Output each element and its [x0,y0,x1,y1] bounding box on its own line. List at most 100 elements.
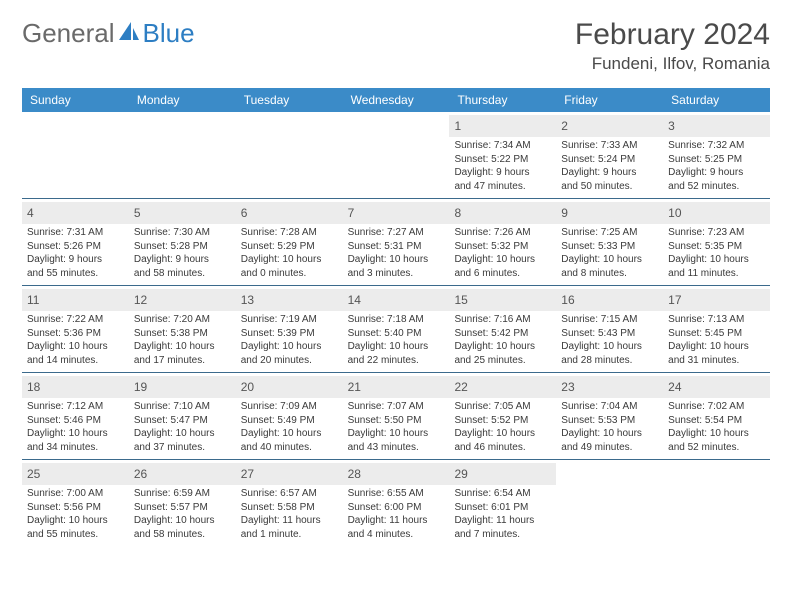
calendar-day-cell: 2Sunrise: 7:33 AMSunset: 5:24 PMDaylight… [556,112,663,198]
daylight-text: and 47 minutes. [454,180,551,194]
day-number: 27 [241,467,254,481]
day-number-bar: 6 [236,202,343,224]
calendar-day-cell: 11Sunrise: 7:22 AMSunset: 5:36 PMDayligh… [22,286,129,372]
daylight-text: and 49 minutes. [561,441,658,455]
day-number-bar: 7 [343,202,450,224]
daylight-text: Daylight: 10 hours [668,427,765,441]
sunset-text: Sunset: 6:01 PM [454,501,551,515]
daylight-text: and 55 minutes. [27,528,124,542]
sunrise-text: Sunrise: 7:25 AM [561,226,658,240]
sunset-text: Sunset: 6:00 PM [348,501,445,515]
day-number: 24 [668,380,681,394]
sunset-text: Sunset: 5:31 PM [348,240,445,254]
sunset-text: Sunset: 5:38 PM [134,327,231,341]
calendar-day-cell: 27Sunrise: 6:57 AMSunset: 5:58 PMDayligh… [236,460,343,546]
calendar-day-cell: 1Sunrise: 7:34 AMSunset: 5:22 PMDaylight… [449,112,556,198]
day-number-bar: 28 [343,463,450,485]
daylight-text: and 43 minutes. [348,441,445,455]
page-header: General Blue February 2024 Fundeni, Ilfo… [22,18,770,74]
calendar-day-cell: 20Sunrise: 7:09 AMSunset: 5:49 PMDayligh… [236,373,343,459]
day-number-bar: 21 [343,376,450,398]
day-number: 16 [561,293,574,307]
logo-text-general: General [22,18,115,49]
sunset-text: Sunset: 5:24 PM [561,153,658,167]
sunset-text: Sunset: 5:25 PM [668,153,765,167]
sunrise-text: Sunrise: 7:20 AM [134,313,231,327]
day-number: 17 [668,293,681,307]
calendar-day-cell: 6Sunrise: 7:28 AMSunset: 5:29 PMDaylight… [236,199,343,285]
day-number: 29 [454,467,467,481]
sunrise-text: Sunrise: 7:02 AM [668,400,765,414]
day-number-bar: 18 [22,376,129,398]
calendar-day-cell: 16Sunrise: 7:15 AMSunset: 5:43 PMDayligh… [556,286,663,372]
day-number: 8 [454,206,461,220]
day-number-bar: 22 [449,376,556,398]
calendar-day-cell: 23Sunrise: 7:04 AMSunset: 5:53 PMDayligh… [556,373,663,459]
day-number-bar: 20 [236,376,343,398]
day-number: 4 [27,206,34,220]
sunrise-text: Sunrise: 7:10 AM [134,400,231,414]
weekday-header: Wednesday [343,88,450,112]
daylight-text: Daylight: 9 hours [134,253,231,267]
calendar-day-cell: 28 Sunrise: 6:55 AMSunset: 6:00 PMDayligh… [343,460,450,546]
day-number: 11 [27,293,39,307]
day-number: 25 [27,467,40,481]
sunset-text: Sunset: 5:46 PM [27,414,124,428]
daylight-text: Daylight: 10 hours [27,340,124,354]
daylight-text: Daylight: 10 hours [27,514,124,528]
calendar-day-cell: 26Sunrise: 6:59 AMSunset: 5:57 PMDayligh… [129,460,236,546]
weekday-header: Saturday [663,88,770,112]
sunrise-text: Sunrise: 7:34 AM [454,139,551,153]
sunset-text: Sunset: 5:56 PM [27,501,124,515]
sunrise-text: Sunrise: 7:04 AM [561,400,658,414]
daylight-text: Daylight: 10 hours [454,340,551,354]
sunrise-text: Sunrise: 7:00 AM [27,487,124,501]
daylight-text: Daylight: 9 hours [561,166,658,180]
day-number-bar: 3 [663,115,770,137]
daylight-text: and 40 minutes. [241,441,338,455]
daylight-text: Daylight: 10 hours [668,253,765,267]
sunset-text: Sunset: 5:52 PM [454,414,551,428]
daylight-text: and 4 minutes. [348,528,445,542]
calendar-day-cell: 24Sunrise: 7:02 AMSunset: 5:54 PMDayligh… [663,373,770,459]
day-number: 13 [241,293,254,307]
sunrise-text: Sunrise: 6:54 AM [454,487,551,501]
daylight-text: and 0 minutes. [241,267,338,281]
calendar-week-row: 25Sunrise: 7:00 AMSunset: 5:56 PMDayligh… [22,459,770,546]
daylight-text: Daylight: 11 hours [348,514,445,528]
day-number: 5 [134,206,141,220]
calendar-day-cell [663,460,770,546]
calendar-week-row: 4Sunrise: 7:31 AMSunset: 5:26 PMDaylight… [22,198,770,285]
daylight-text: and 14 minutes. [27,354,124,368]
calendar-day-cell: 29Sunrise: 6:54 AMSunset: 6:01 PMDayligh… [449,460,556,546]
daylight-text: Daylight: 10 hours [241,427,338,441]
title-block: February 2024 Fundeni, Ilfov, Romania [575,18,770,74]
day-number-bar: 10 [663,202,770,224]
calendar-day-cell [129,112,236,198]
daylight-text: and 31 minutes. [668,354,765,368]
day-number-bar: 5 [129,202,236,224]
daylight-text: and 58 minutes. [134,267,231,281]
day-number-bar: 27 [236,463,343,485]
sunrise-text: Sunrise: 7:15 AM [561,313,658,327]
day-number: 19 [134,380,147,394]
calendar-day-cell: 17Sunrise: 7:13 AMSunset: 5:45 PMDayligh… [663,286,770,372]
daylight-text: and 58 minutes. [134,528,231,542]
day-number: 12 [134,293,147,307]
daylight-text: and 55 minutes. [27,267,124,281]
calendar-day-cell: 10Sunrise: 7:23 AMSunset: 5:35 PMDayligh… [663,199,770,285]
sunrise-text: Sunrise: 6:55 AM [348,487,445,501]
sunrise-text: Sunrise: 7:30 AM [134,226,231,240]
day-number-bar: 24 [663,376,770,398]
sunset-text: Sunset: 5:33 PM [561,240,658,254]
logo-sail-icon [117,18,141,49]
day-number-bar: 14 [343,289,450,311]
day-number-bar: 4 [22,202,129,224]
sunrise-text: Sunrise: 7:26 AM [454,226,551,240]
daylight-text: and 52 minutes. [668,180,765,194]
sunset-text: Sunset: 5:57 PM [134,501,231,515]
daylight-text: Daylight: 10 hours [454,253,551,267]
sunrise-text: Sunrise: 7:12 AM [27,400,124,414]
daylight-text: and 17 minutes. [134,354,231,368]
logo: General Blue [22,18,195,49]
